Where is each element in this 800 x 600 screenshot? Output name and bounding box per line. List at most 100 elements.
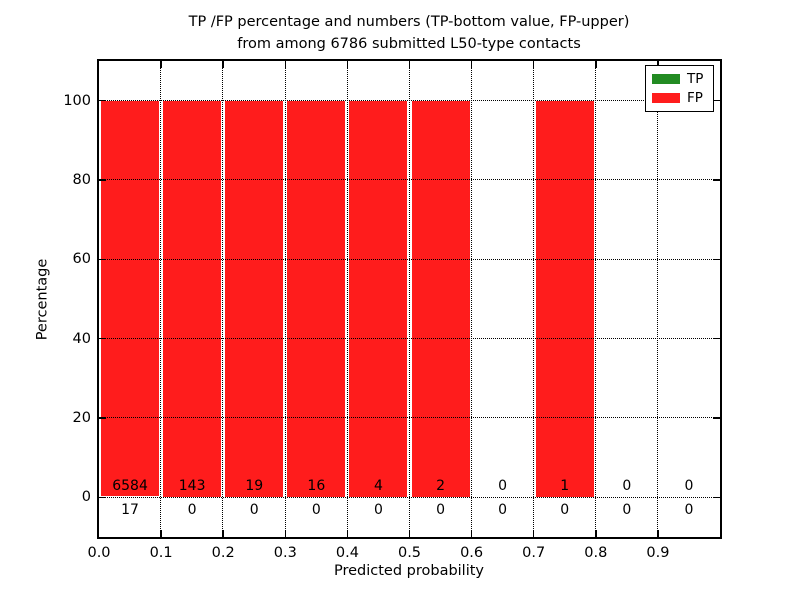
y-tick (99, 99, 106, 102)
tp-count: 0 (373, 502, 383, 519)
y-axis-label: Percentage (34, 258, 51, 341)
tp-count: 0 (311, 502, 321, 519)
v-gridline (470, 61, 472, 537)
fp-bar (163, 100, 222, 498)
y-tick-label: 40 (72, 330, 91, 347)
x-tick (160, 530, 162, 537)
x-axis-label: Predicted probability (333, 563, 485, 579)
x-tick (284, 61, 287, 68)
h-gridline (99, 496, 720, 498)
tp-count: 0 (249, 502, 259, 519)
v-gridline (160, 61, 162, 537)
y-tick (713, 179, 720, 181)
tp-count: 0 (498, 502, 508, 519)
fp-bar (225, 100, 284, 498)
x-tick (408, 61, 411, 68)
y-tick-label: 80 (72, 172, 91, 188)
y-tick (99, 179, 106, 181)
chart-title-line1: TP /FP percentage and numbers (TP-bottom… (188, 14, 630, 30)
fp-bar (535, 100, 594, 498)
x-tick (595, 61, 597, 68)
v-gridline (408, 61, 410, 537)
x-tick (222, 530, 224, 537)
fp-legend-swatch (652, 93, 680, 103)
fp-bar (287, 100, 346, 498)
chart-title-line2: from among 6786 submitted L50-type conta… (237, 36, 581, 52)
x-tick (595, 530, 597, 537)
x-tick-label: 0.4 (335, 545, 359, 561)
tp-count: 0 (436, 502, 445, 519)
y-tick-label: 20 (72, 410, 91, 426)
fp-count: 0 (622, 478, 632, 495)
x-tick (222, 61, 224, 68)
y-tick (99, 258, 106, 261)
chart-title: TP /FP percentage and numbers (TP-bottom… (9, 11, 800, 55)
x-tick (470, 530, 473, 537)
legend-row-fp: FP (646, 91, 713, 105)
x-tick (532, 61, 535, 68)
x-tick-label: 0.7 (522, 545, 546, 561)
x-tick-label: 0.5 (397, 545, 422, 561)
v-gridline (595, 61, 597, 537)
plot-area (97, 59, 722, 539)
x-tick (657, 530, 659, 537)
y-tick (99, 417, 106, 419)
h-gridline (99, 258, 720, 260)
x-tick (284, 530, 287, 537)
tp-count: 0 (622, 502, 632, 519)
y-tick (713, 417, 720, 419)
v-gridline (284, 61, 286, 537)
legend-label-tp: TP (687, 71, 704, 87)
tp-legend-swatch (652, 74, 680, 84)
h-gridline (99, 337, 720, 339)
fp-count: 6584 (112, 478, 148, 495)
fp-count: 1 (560, 478, 570, 495)
v-gridline (222, 61, 224, 537)
x-tick (532, 530, 535, 537)
fp-count: 16 (307, 478, 326, 495)
y-tick-label: 0 (81, 489, 91, 506)
legend-label-fp: FP (687, 90, 703, 106)
x-tick (470, 61, 473, 68)
x-tick-label: 0.0 (87, 545, 111, 561)
x-tick-label: 0.1 (149, 545, 173, 561)
fp-count: 143 (178, 478, 206, 495)
v-gridline (346, 61, 348, 537)
x-tick-label: 0.2 (211, 545, 235, 561)
x-tick (657, 61, 659, 68)
y-tick (713, 99, 720, 102)
x-tick (160, 61, 162, 68)
fp-count: 0 (684, 478, 694, 495)
tp-count: 17 (121, 502, 139, 519)
v-gridline (532, 61, 534, 537)
x-tick (346, 530, 349, 537)
x-tick-label: 0.9 (646, 545, 670, 561)
tp-count: 0 (560, 502, 570, 519)
fp-count: 19 (245, 478, 264, 495)
y-tick (713, 337, 720, 340)
y-tick-label: 100 (63, 92, 91, 109)
y-tick (713, 496, 720, 499)
fp-bar (101, 100, 160, 497)
h-gridline (99, 179, 720, 181)
y-tick (713, 258, 720, 261)
fp-count: 4 (373, 478, 383, 495)
legend-row-tp: TP (646, 72, 713, 86)
y-tick (99, 496, 106, 499)
h-gridline (99, 99, 720, 101)
fp-bar (411, 100, 470, 498)
fp-count: 0 (498, 478, 508, 495)
tp-count: 0 (684, 502, 694, 519)
tp-count: 0 (187, 502, 197, 519)
v-gridline (657, 61, 659, 537)
x-tick-label: 0.3 (273, 545, 297, 561)
x-tick (408, 530, 411, 537)
y-tick (99, 337, 106, 340)
x-tick-label: 0.6 (460, 545, 484, 561)
y-tick-label: 60 (72, 251, 91, 268)
fp-count: 2 (436, 478, 445, 495)
legend: TP FP (645, 65, 714, 112)
x-tick (346, 61, 349, 68)
x-tick-label: 0.8 (584, 545, 608, 561)
